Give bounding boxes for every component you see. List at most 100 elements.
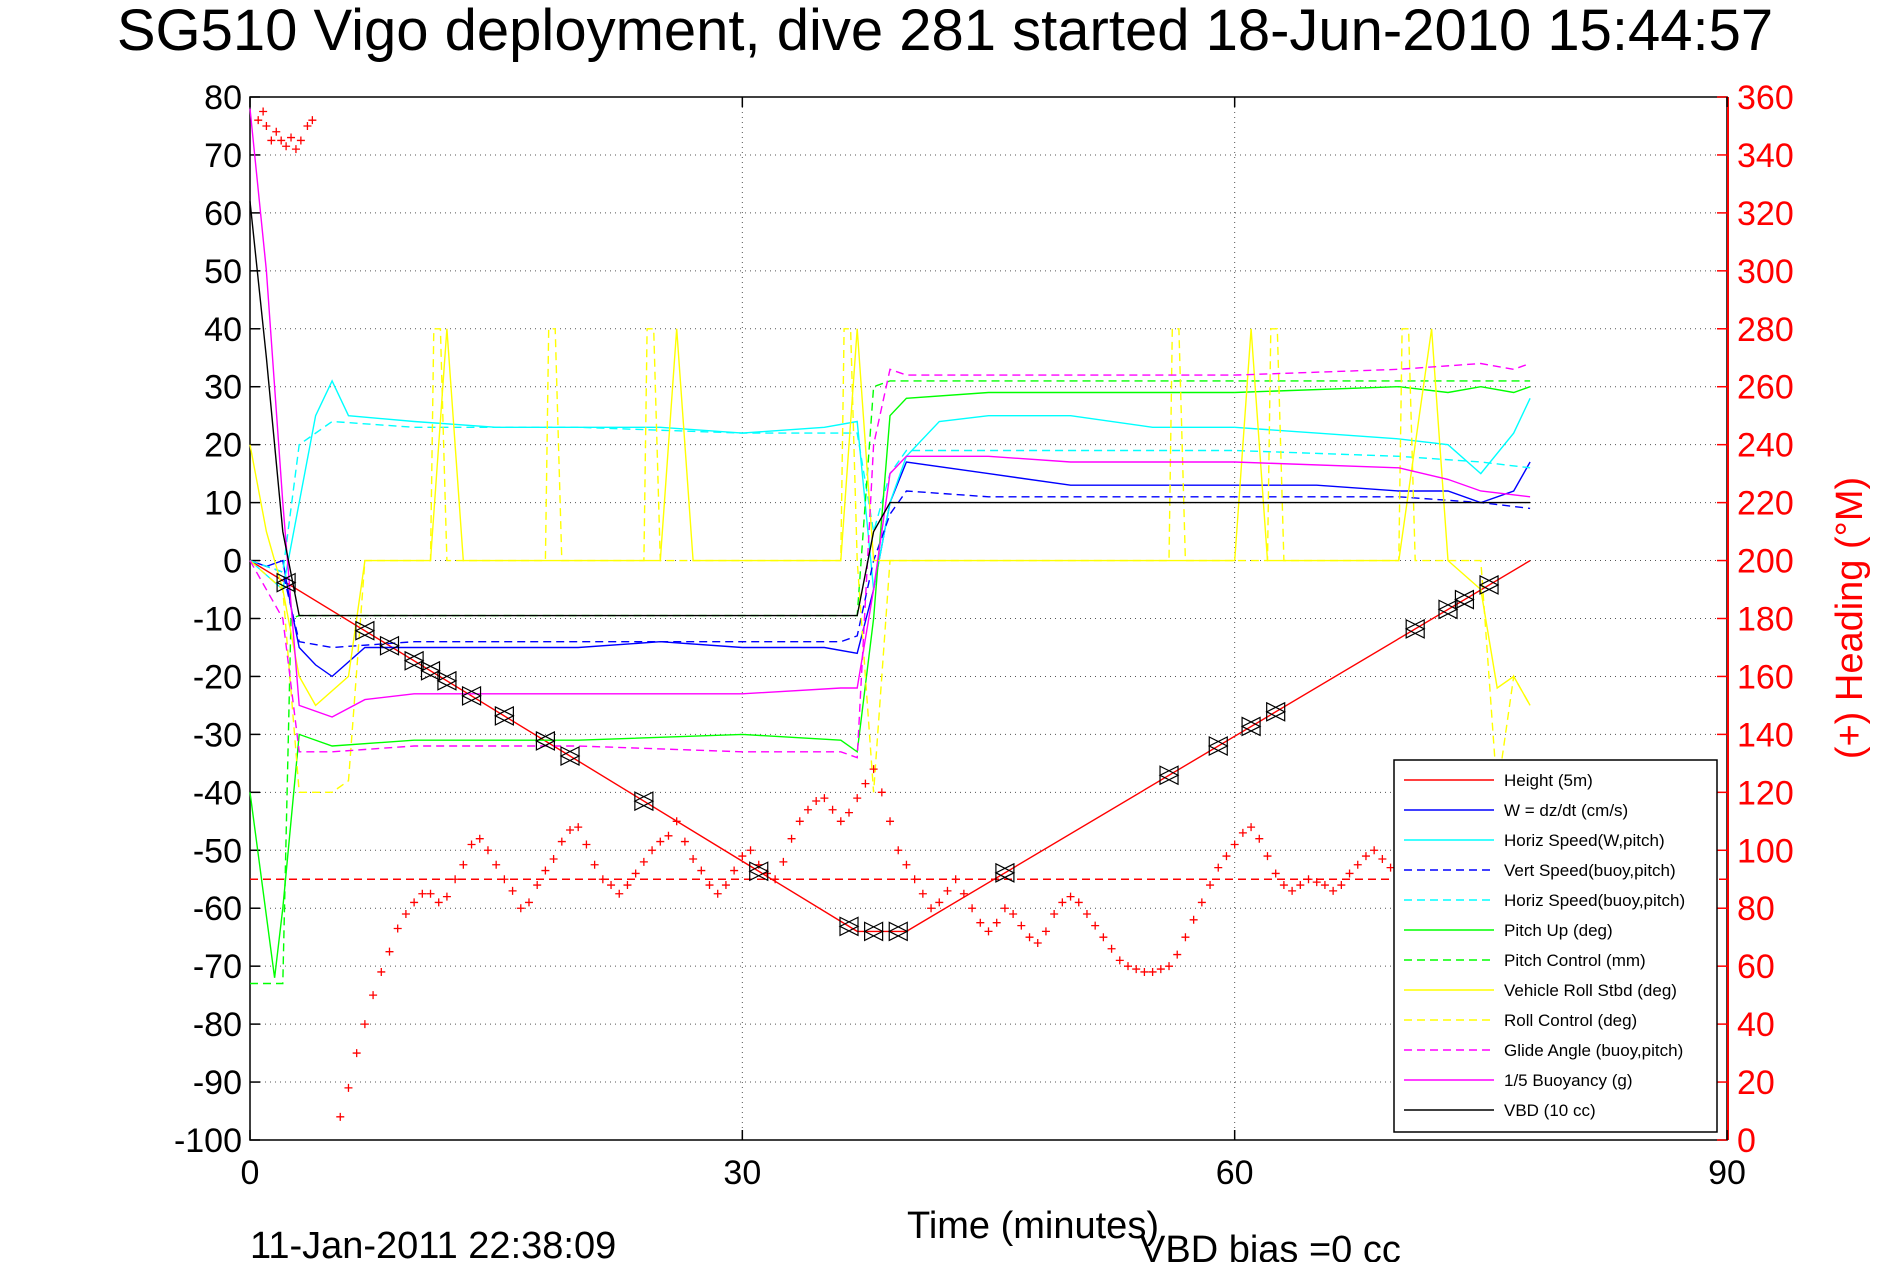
right-tick-label: 220 — [1737, 485, 1794, 523]
heading-point — [828, 805, 837, 814]
heading-point — [1091, 921, 1100, 930]
y-tick-label: -60 — [193, 890, 242, 928]
heading-point — [377, 967, 386, 976]
heading-point — [369, 991, 378, 1000]
heading-point — [282, 142, 291, 151]
y-tick-label: -90 — [193, 1064, 242, 1102]
y-tick-label: -40 — [193, 774, 242, 812]
heading-point — [935, 898, 944, 907]
right-tick-label: 260 — [1737, 369, 1794, 407]
right-tick-label: 100 — [1737, 832, 1794, 870]
y-tick-label: -20 — [193, 658, 242, 696]
right-axis: 3603403203002802602402202001801601401201… — [1717, 79, 1794, 1160]
right-tick-label: 320 — [1737, 195, 1794, 233]
heading-point — [1099, 933, 1108, 942]
heading-point — [1279, 881, 1288, 890]
heading-point — [869, 765, 878, 774]
heading-point — [410, 898, 419, 907]
heading-point — [360, 1020, 369, 1029]
triangle-left-marker — [838, 916, 859, 937]
heading-point — [689, 854, 698, 863]
heading-point — [959, 889, 968, 898]
heading-point — [680, 837, 689, 846]
triangle-left-marker — [461, 685, 482, 706]
heading-point — [639, 857, 648, 866]
vbd-bias-label: VBD bias =0 cc — [1140, 1229, 1401, 1262]
y-tick-label: -70 — [193, 948, 242, 986]
right-tick-label: 300 — [1737, 253, 1794, 291]
heading-points — [254, 107, 1403, 1121]
heading-point — [492, 860, 501, 869]
series-line-9 — [249, 362, 1531, 759]
right-tick-label: 240 — [1737, 427, 1794, 465]
legend-label: Horiz Speed(buoy,pitch) — [1504, 891, 1685, 910]
heading-point — [664, 831, 673, 840]
heading-point — [1033, 938, 1042, 947]
heading-point — [287, 133, 296, 142]
y-tick-label: 60 — [204, 195, 242, 233]
heading-point — [894, 846, 903, 855]
y-tick-label: 30 — [204, 369, 242, 407]
heading-point — [418, 889, 427, 898]
y-tick-label: 0 — [223, 543, 242, 581]
heading-point — [344, 1083, 353, 1092]
heading-point — [308, 116, 317, 125]
heading-point — [1337, 881, 1346, 890]
heading-point — [272, 127, 281, 136]
triangle-left-marker — [535, 730, 555, 751]
heading-point — [1107, 944, 1116, 953]
heading-point — [1156, 965, 1165, 974]
heading-point — [1345, 869, 1354, 878]
chart-title: SG510 Vigo deployment, dive 281 started … — [117, 0, 1773, 63]
heading-point — [1263, 852, 1272, 861]
triangle-left-marker — [1158, 765, 1179, 786]
heading-point — [877, 788, 886, 797]
x-tick-label: 0 — [241, 1154, 260, 1192]
triangle-left-marker — [420, 660, 441, 681]
legend: Height (5m) W = dz/dt (cm/s) Horiz Speed(W… — [1393, 759, 1718, 1133]
heading-point — [1255, 834, 1264, 843]
triangle-left-marker — [379, 635, 400, 656]
heading-point — [1222, 852, 1231, 861]
legend-label: Vert Speed(buoy,pitch) — [1504, 861, 1676, 880]
y-tick-label: 10 — [204, 485, 242, 523]
x-tick-label: 30 — [723, 1154, 761, 1192]
right-tick-label: 140 — [1737, 716, 1794, 754]
triangle-left-marker — [994, 862, 1015, 883]
triangle-left-marker — [494, 705, 514, 726]
heading-point — [853, 794, 862, 803]
heading-point — [1132, 965, 1141, 974]
triangle-left-marker — [1207, 736, 1228, 756]
right-axis-label: (+) Heading (°M) — [1829, 477, 1871, 759]
heading-point — [943, 886, 952, 895]
heading-point — [738, 852, 747, 861]
legend-label: Vehicle Roll Stbd (deg) — [1504, 981, 1677, 1000]
heading-point — [459, 860, 468, 869]
heading-point — [1353, 860, 1362, 869]
heading-point — [771, 875, 780, 884]
x-axis: 0 30 60 90 — [241, 97, 1746, 1192]
heading-point — [303, 121, 312, 130]
right-tick-label: 20 — [1737, 1064, 1775, 1102]
heading-point — [845, 808, 854, 817]
right-tick-label: 200 — [1737, 543, 1794, 581]
series-line-8 — [249, 328, 1531, 793]
heading-point — [426, 889, 435, 898]
y-tick-label: 70 — [204, 137, 242, 175]
y-tick-label: 80 — [204, 79, 242, 117]
heading-point — [1140, 967, 1149, 976]
right-tick-label: 60 — [1737, 948, 1775, 986]
heading-point — [1009, 910, 1018, 919]
heading-point — [812, 797, 821, 806]
heading-point — [1214, 863, 1223, 872]
legend-label: Horiz Speed(W,pitch) — [1504, 831, 1665, 850]
x-tick-label: 60 — [1216, 1154, 1254, 1192]
heading-point — [1206, 881, 1215, 890]
heading-point — [533, 881, 542, 890]
footer-timestamp: 11-Jan-2011 22:38:09 — [250, 1225, 616, 1262]
heading-point — [1041, 927, 1050, 936]
triangle-left-marker — [1437, 599, 1458, 620]
legend-label: Height (5m) — [1504, 771, 1593, 790]
heading-point — [705, 881, 714, 890]
heading-point — [968, 904, 977, 913]
